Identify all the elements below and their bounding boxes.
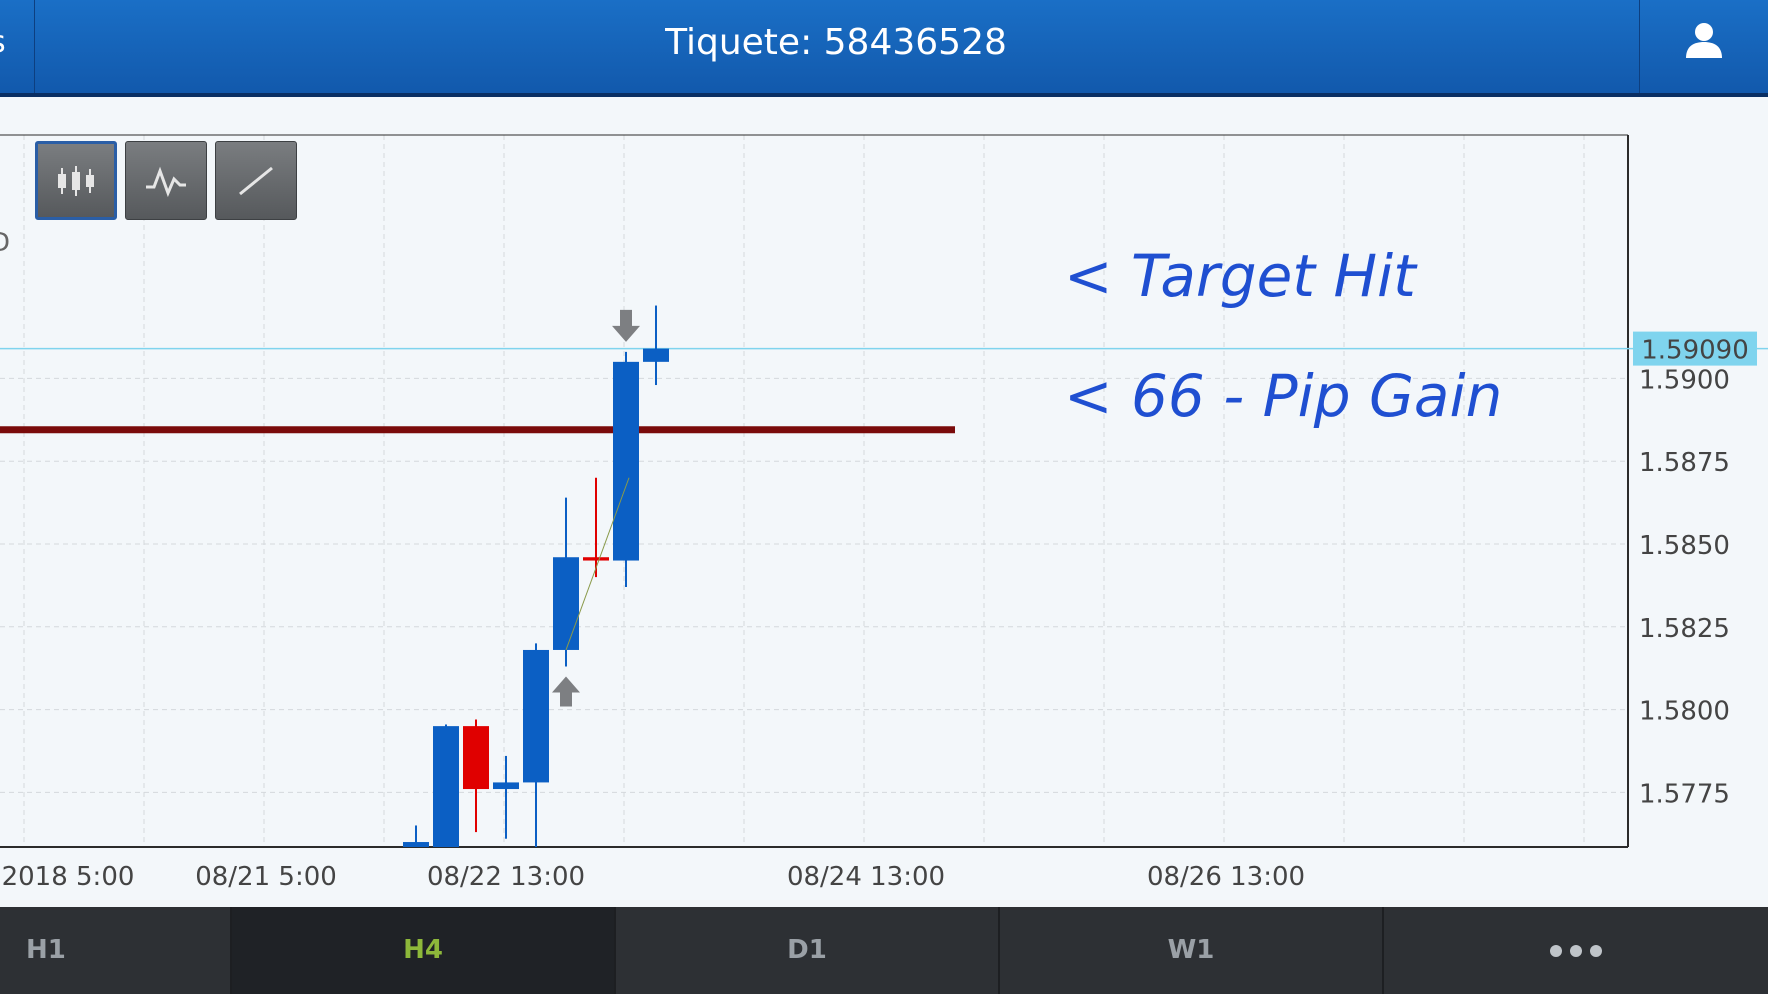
y-tick-label: 1.5900 [1639, 365, 1730, 395]
candle-body [403, 842, 429, 847]
x-tick-label: 2018 5:00 [2, 862, 135, 892]
timeframe-tabs: H1 H4 D1 W1 [0, 907, 1768, 994]
buy-arrow-icon [552, 676, 580, 707]
y-tick-label: 1.5875 [1639, 448, 1730, 478]
current-price-value: 1.59090 [1641, 336, 1749, 366]
plot-area [0, 135, 1628, 847]
page-title: Tiquete: 58436528 [665, 22, 1007, 63]
tab-h1[interactable]: H1 [0, 907, 232, 994]
top-bar: s Tiquete: 58436528 [0, 0, 1768, 97]
y-tick-label: 1.5850 [1639, 531, 1730, 561]
tab-d1[interactable]: D1 [616, 907, 1000, 994]
pip-gain-annotation: < 66 - Pip Gain [1064, 362, 1503, 430]
y-tick-label: 1.5825 [1639, 614, 1730, 644]
x-tick-label: 08/22 13:00 [427, 862, 585, 892]
price-chart[interactable]: 1.59090 1.5900 1.5875 1.5850 1.5825 1.5800 1.… [0, 97, 1768, 907]
candle-body [643, 348, 669, 362]
candle-body [493, 782, 519, 790]
line-chart-button[interactable] [125, 141, 207, 220]
target-hit-annotation: < Target Hit [1064, 242, 1416, 310]
draw-line-button[interactable] [215, 141, 297, 220]
current-price-badge [1633, 331, 1757, 366]
trade-path-line [565, 477, 630, 651]
candle-body [553, 557, 579, 650]
profile-button[interactable] [1639, 0, 1768, 93]
line-chart-icon [146, 166, 186, 197]
back-button[interactable]: s [0, 0, 35, 93]
sell-arrow-icon [612, 309, 640, 342]
x-tick-label: 08/24 13:00 [787, 862, 945, 892]
more-options-button[interactable] [1384, 907, 1768, 994]
chart-symbol-label: D [0, 228, 11, 258]
x-tick-label: 08/21 5:00 [195, 862, 337, 892]
y-tick-label: 1.5800 [1639, 697, 1730, 727]
candle-body [523, 649, 549, 783]
more-dots-icon [1546, 935, 1606, 965]
y-tick-label: 1.5775 [1639, 779, 1730, 809]
draw-line-icon [239, 166, 273, 195]
candle-body [433, 726, 459, 847]
candle-body [613, 361, 639, 561]
x-tick-label: 08/26 13:00 [1147, 862, 1305, 892]
candlestick-icon [58, 165, 94, 196]
user-icon [1686, 23, 1722, 58]
tab-h4[interactable]: H4 [232, 907, 616, 994]
tab-w1[interactable]: W1 [1000, 907, 1384, 994]
candlestick-button[interactable] [35, 141, 117, 220]
candle-body [583, 557, 609, 561]
candle-body [463, 726, 489, 790]
